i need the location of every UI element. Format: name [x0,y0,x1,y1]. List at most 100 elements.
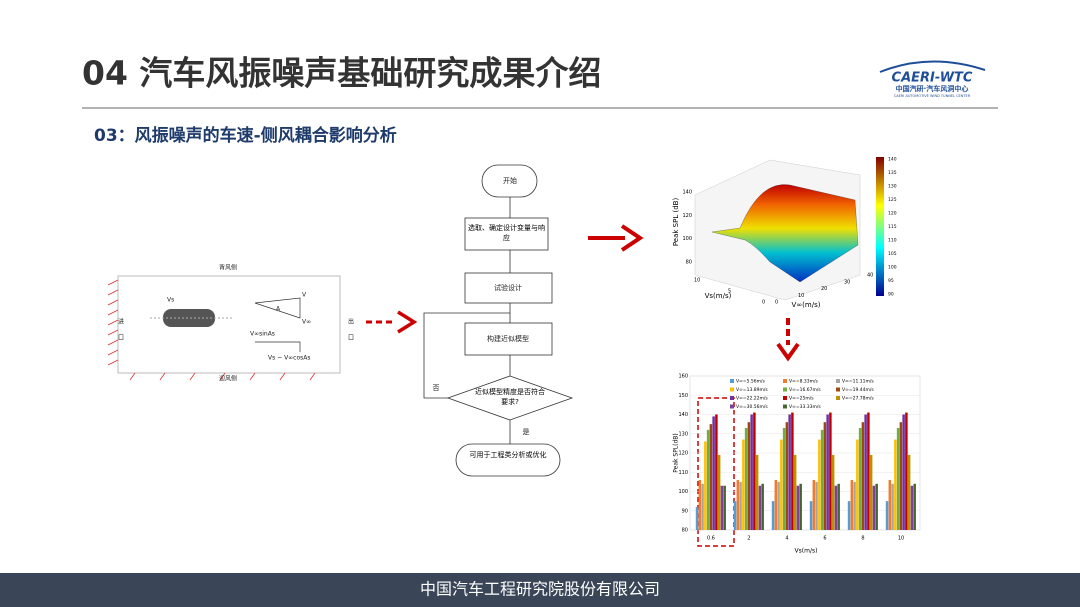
vs-label: Vs [167,297,174,304]
bar [791,412,794,530]
bar [888,479,892,530]
flow-node-text: 开始 [503,176,517,185]
highlight-box [697,397,735,547]
x-tick-label: 10 [798,293,804,299]
bar-chart: Peak SPL(dB) Vs(m/s) 80 90 100 110 120 130 140… [673,374,921,555]
x-axis-label: V∞(m/s) [792,301,821,309]
flowchart [423,164,574,477]
bar [785,422,789,530]
flow-node-text: 构建近似模型 [487,334,529,343]
legend-label: V∞=13.89m/s [736,387,768,393]
surface-ticks: 80 100 120 140 0 10 20 30 40 0 5 10 90 95 100 105 110 115… [682,157,896,306]
bar [755,454,759,530]
z-tick-label: 120 [682,213,692,219]
x-tick-label: 2 [747,536,750,542]
legend-label: V∞=5.56m/s [736,379,766,385]
cos-label: Vs − V∞cosAs [268,355,311,362]
bar [856,439,859,530]
bar [753,412,756,530]
legend-label: V∞=19.44m/s [842,387,874,393]
bar [701,483,704,530]
bar [796,485,800,530]
bar [723,485,726,530]
colorbar-tick-label: 90 [888,292,894,298]
tunnel-diagram: 背风侧 迎风侧 进口 出口 V A Vs V∞ V∞sinAs Vs − V∞c… [107,264,354,383]
y-tick-label: 130 [678,431,688,437]
y-tick-label: 100 [678,489,688,495]
logo-cn: 中国汽研·汽车风洞中心 [896,84,969,93]
bar [837,483,840,530]
bar [709,424,713,530]
bar [823,422,827,530]
title: 04 汽车风振噪声基础研究成果介绍 [82,54,601,93]
bar [771,501,775,530]
flow-node-text: 试验设计 [494,283,522,292]
footer-bar [0,573,1080,607]
bar [850,479,854,530]
y-tick-label: 5 [728,289,731,295]
car [163,309,215,327]
bar [829,412,832,530]
yes-label: 是 [523,428,530,436]
bar [902,414,905,530]
logo-name: CAERI-WTC [892,71,973,86]
y-tick-label: 110 [678,470,688,476]
logo-en: CAERI AUTOMOTIVE WIND TUNNEL CENTER [894,94,971,98]
bar [695,506,699,530]
legend-label: V∞=30.56m/s [736,404,768,410]
x-tick-label: 0.6 [707,536,715,542]
bar [717,454,721,530]
legend-label: V∞=16.67m/s [789,387,821,393]
bar [715,414,718,530]
vinf-label: V∞ [302,319,311,326]
bar [698,479,702,530]
z-tick-label: 140 [682,190,692,196]
colorbar-tick-label: 135 [888,170,897,176]
bar [815,481,818,530]
x-axis-label: Vs(m/s) [795,548,818,555]
colorbar-tick-label: 95 [888,278,894,284]
bar [733,501,737,530]
surface [711,184,859,283]
bar [905,412,908,530]
z-tick-label: 100 [682,236,692,242]
bar [913,483,916,530]
flow-node-text: 可用于工程类分析或优化 [469,451,547,459]
legend-label: V∞=27.78m/s [842,396,874,402]
bar [758,485,762,530]
y-tick-label: 160 [678,374,688,380]
y-tick-label: 150 [678,393,688,399]
flow-node-box: 选取、确定设计变量与响应 [468,224,545,242]
y-tick-label: 140 [678,412,688,418]
legend-label: V∞=22.22m/s [736,396,768,402]
bar [820,429,824,530]
sin-label: V∞sinAs [250,331,275,338]
legend-label: V∞=8.33m/s [789,379,819,385]
flow-node-box: 可用于工程类分析或优化 [469,451,547,459]
x-tick-label: 4 [785,536,788,542]
leeward-label: 背风侧 [219,264,237,272]
y-tick-label: 120 [678,451,688,457]
node [464,272,553,304]
bar [742,439,745,530]
bar [872,485,876,530]
bar [896,427,900,530]
legend-swatch [730,379,734,383]
bar [858,427,862,530]
wind-arrows [107,279,316,381]
legend-label: V∞=33.33m/s [789,404,821,410]
legend-swatch [730,404,734,409]
legend-swatch [783,379,787,383]
legend-swatch [783,404,787,409]
arrow-head [776,342,800,362]
arrow-head [397,310,418,334]
subtitle: 03：风振噪声的车速-侧风耦合影响分析 [94,125,397,146]
bar [847,501,851,530]
v-label: V [302,292,307,299]
colorbar-tick-label: 115 [888,224,897,230]
angle-label: A [276,306,281,313]
vector-decomp [255,341,301,352]
arrow-head [620,224,644,252]
bar [747,422,751,530]
